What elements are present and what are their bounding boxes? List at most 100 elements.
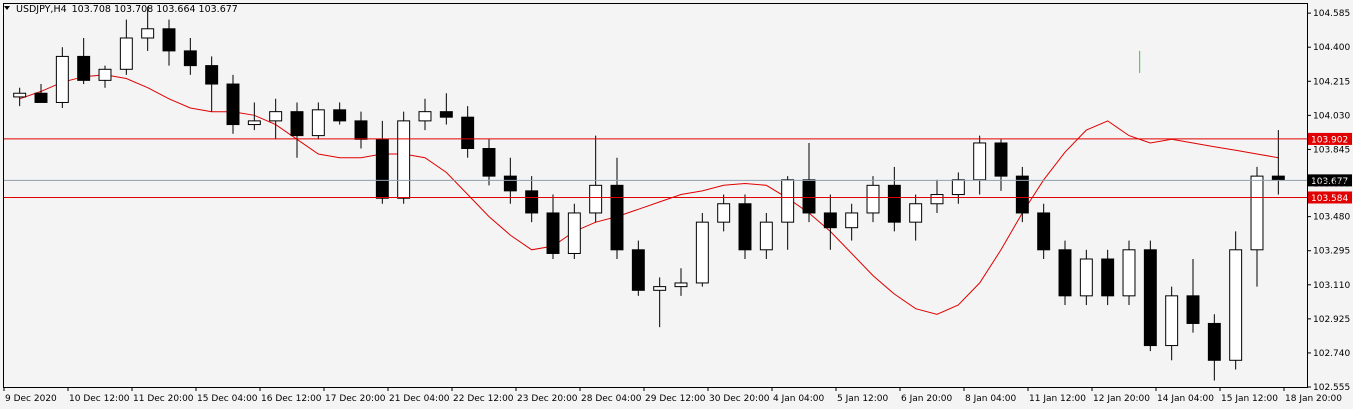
bull-candle-body bbox=[55, 55, 69, 103]
candle bbox=[205, 56, 219, 112]
y-tick-label: 102.740 bbox=[1313, 349, 1350, 359]
x-tick-label: 11 Dec 20:00 bbox=[133, 394, 194, 404]
candle bbox=[546, 194, 560, 259]
x-tick-label: 29 Dec 12:00 bbox=[645, 394, 706, 404]
bear-candle-body bbox=[1101, 258, 1115, 297]
bear-candle-body bbox=[162, 28, 176, 52]
candle bbox=[525, 176, 539, 223]
x-tick-label: 10 Dec 12:00 bbox=[69, 394, 130, 404]
current-price-label: 103.677 bbox=[1311, 177, 1348, 187]
candle bbox=[1207, 314, 1221, 381]
candle bbox=[973, 135, 987, 195]
header: USDJPY,H4 103.708 103.708 103.664 103.677 bbox=[4, 4, 238, 15]
level-price-label: 103.584 bbox=[1311, 194, 1348, 204]
bull-candle-body bbox=[269, 111, 283, 122]
candle bbox=[823, 194, 837, 250]
candle bbox=[1165, 286, 1179, 361]
bear-candle-body bbox=[1058, 249, 1072, 297]
candle bbox=[98, 65, 112, 88]
candle bbox=[802, 142, 816, 223]
y-tick-label: 104.400 bbox=[1313, 43, 1350, 53]
candle bbox=[1122, 240, 1136, 306]
candle bbox=[311, 102, 325, 140]
current-price-tag bbox=[1308, 174, 1352, 187]
level-price-tag bbox=[1308, 132, 1352, 145]
candle bbox=[738, 194, 752, 259]
bull-candle-body bbox=[759, 221, 773, 251]
x-tick-label: 12 Jan 20:00 bbox=[1093, 394, 1150, 404]
candle bbox=[695, 212, 709, 287]
bull-candle-body bbox=[909, 203, 923, 223]
candle bbox=[77, 37, 91, 85]
bull-candle-body bbox=[247, 120, 261, 126]
bull-candle-body bbox=[717, 203, 731, 223]
candle bbox=[354, 111, 368, 149]
candle bbox=[866, 176, 880, 223]
x-tick-label: 17 Dec 20:00 bbox=[325, 394, 386, 404]
candle bbox=[55, 47, 69, 108]
bear-candle-body bbox=[77, 55, 91, 81]
bear-candle-body bbox=[1143, 249, 1157, 347]
candle bbox=[951, 172, 965, 204]
bear-candle-body bbox=[205, 65, 219, 85]
candle bbox=[717, 194, 731, 232]
x-tick-label: 14 Jan 04:00 bbox=[1157, 394, 1214, 404]
x-tick-label: 11 Jan 12:00 bbox=[1029, 394, 1086, 404]
candle bbox=[994, 139, 1008, 191]
x-tick-label: 5 Jan 12:00 bbox=[837, 394, 889, 404]
bull-candle-body bbox=[695, 221, 709, 284]
bull-candle-body bbox=[653, 286, 667, 291]
ohlc-values: 103.708 103.708 103.664 103.677 bbox=[72, 4, 238, 15]
candle bbox=[1186, 259, 1200, 333]
levels-layer: 103.902 103.584 103.677 bbox=[3, 132, 1352, 204]
candle bbox=[759, 212, 773, 259]
bear-candle-body bbox=[610, 184, 624, 251]
x-tick-label: 9 Dec 2020 bbox=[5, 394, 57, 404]
candle bbox=[567, 203, 581, 259]
y-tick-label: 103.845 bbox=[1313, 145, 1350, 155]
bear-candle-body bbox=[34, 92, 48, 103]
bull-candle-body bbox=[397, 120, 411, 199]
candle bbox=[13, 87, 27, 107]
bull-candle-body bbox=[1079, 258, 1093, 297]
candle bbox=[34, 84, 48, 103]
bull-candle-body bbox=[589, 184, 603, 214]
bull-candle-body bbox=[1165, 295, 1179, 347]
y-tick-label: 103.110 bbox=[1313, 281, 1350, 291]
y-tick-label: 103.480 bbox=[1313, 213, 1350, 223]
bear-candle-body bbox=[1271, 175, 1285, 181]
bear-candle-body bbox=[290, 111, 304, 137]
candle bbox=[1037, 203, 1051, 259]
bull-candle-body bbox=[311, 109, 325, 137]
bull-candle-body bbox=[418, 111, 432, 122]
bear-candle-body bbox=[887, 184, 901, 223]
bear-candle-body bbox=[738, 203, 752, 251]
x-tick-label: 18 Jan 20:00 bbox=[1285, 394, 1342, 404]
x-tick-label: 6 Jan 20:00 bbox=[901, 394, 953, 404]
candle bbox=[781, 176, 795, 250]
bull-candle-body bbox=[674, 282, 688, 288]
y-tick-label: 104.585 bbox=[1313, 9, 1350, 19]
bull-candle-body bbox=[1229, 249, 1243, 361]
bear-candle-body bbox=[631, 249, 645, 291]
x-tick-label: 16 Dec 12:00 bbox=[261, 394, 322, 404]
bear-candle-body bbox=[333, 109, 347, 122]
chart-menu-triangle-icon[interactable] bbox=[4, 6, 10, 10]
bull-candle-body bbox=[98, 68, 112, 81]
candle bbox=[610, 157, 624, 259]
candle bbox=[1058, 240, 1072, 306]
candles-layer bbox=[13, 6, 1285, 381]
candle bbox=[1015, 166, 1029, 223]
candle bbox=[1079, 249, 1093, 306]
bull-candle-body bbox=[845, 212, 859, 229]
bear-candle-body bbox=[802, 179, 816, 214]
candle bbox=[1101, 249, 1115, 306]
candle bbox=[1250, 166, 1264, 287]
x-tick-label: 28 Dec 04:00 bbox=[581, 394, 642, 404]
bull-candle-body bbox=[119, 37, 133, 70]
candle bbox=[1229, 231, 1243, 370]
candle bbox=[226, 74, 240, 134]
bull-candle-body bbox=[1122, 249, 1136, 297]
